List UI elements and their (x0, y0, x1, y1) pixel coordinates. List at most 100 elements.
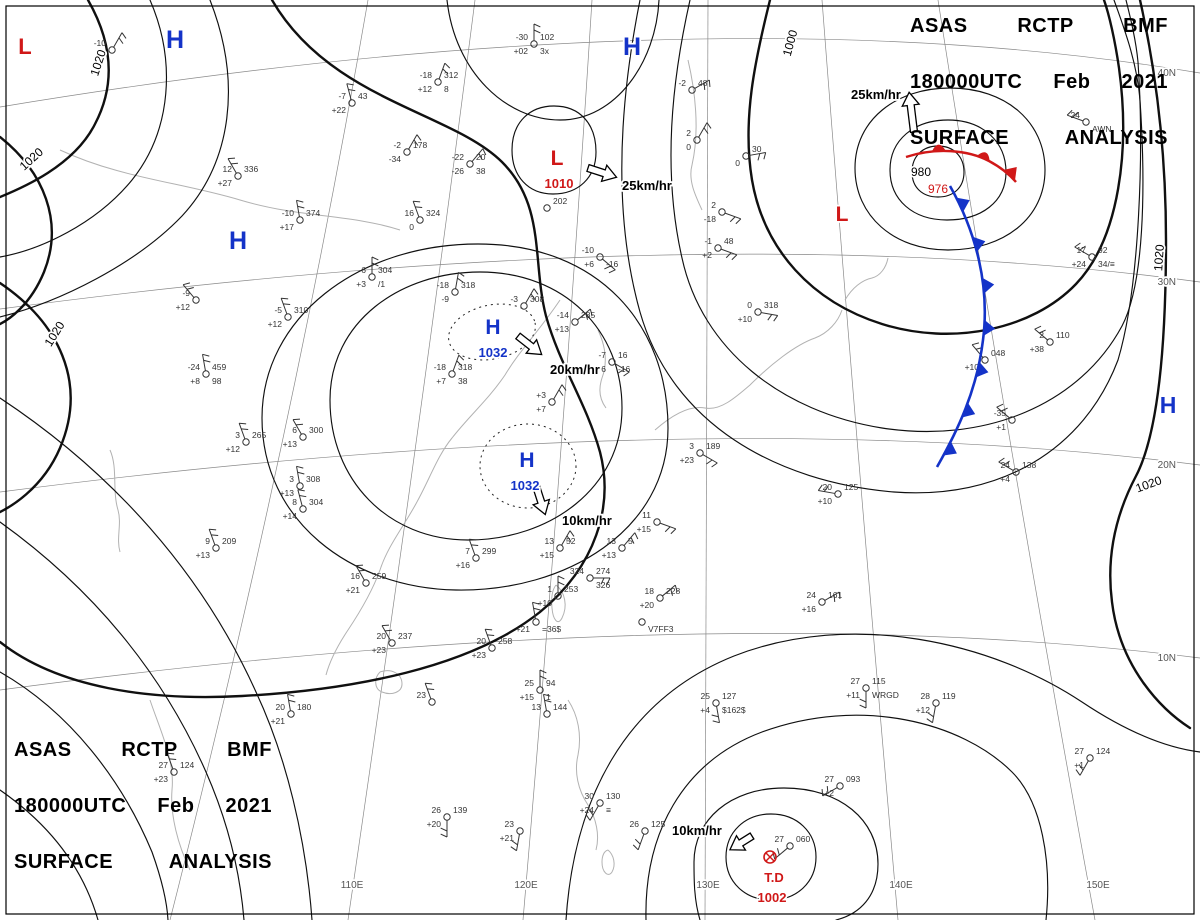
cold-front-triangle (943, 441, 957, 456)
map-label: +11 (846, 690, 860, 700)
map-label: 98 (212, 376, 222, 386)
map-label: +10 (538, 598, 553, 608)
station-plot: 23 (417, 682, 436, 706)
cold-front-triangle (983, 319, 996, 336)
coastline (325, 299, 561, 676)
map-label: +8 (190, 376, 200, 386)
coastline (149, 699, 191, 871)
front-layer (905, 144, 1017, 468)
isobar (670, 0, 1144, 432)
station-plot: 1 253 +10 (538, 575, 578, 608)
station-plot: -18 312 +12 8 (418, 62, 458, 94)
station-plot: 324 274 326 (570, 566, 611, 590)
coastline-layer (59, 59, 889, 875)
map-label: 124 (180, 760, 194, 770)
coastline (654, 309, 843, 431)
station-plot: 27 115 +11 WRGD (846, 676, 899, 709)
map-label: 300 (309, 425, 323, 435)
map-label: 1 (547, 584, 552, 594)
station-plot: 27 093 +2 (821, 774, 860, 798)
latitude-label: 30N (1158, 277, 1176, 288)
map-label: +12 (176, 302, 191, 312)
map-label: -30 (516, 32, 529, 42)
latitude-label: 10N (1158, 653, 1176, 664)
longitude-label: 110E (341, 880, 364, 891)
isobar (511, 105, 597, 195)
isobar (911, 145, 965, 198)
map-label: +10 (738, 314, 753, 324)
low-symbol: L (551, 147, 564, 170)
station-plot: 7 299 +16 (456, 538, 496, 570)
map-label: -5 (274, 305, 282, 315)
longitude-label: 120E (514, 880, 538, 891)
station-plot: 2-18 (704, 200, 742, 225)
map-label: 180 (297, 702, 311, 712)
map-label: 299 (482, 546, 496, 556)
map-label: +6 (584, 259, 594, 269)
map-label: 3 (235, 430, 240, 440)
map-label: +4 (1000, 474, 1010, 484)
map-label: -34 (389, 154, 402, 164)
map-label: 13 (545, 536, 555, 546)
map-label: +22 (332, 105, 347, 115)
map-label: 27 (851, 676, 861, 686)
station-plot: 13 52 +15 (540, 530, 576, 560)
map-label: 13 (607, 536, 617, 546)
map-label: 20 (476, 152, 486, 162)
chart-id: ASAS RCTP BMF (910, 15, 1168, 37)
map-label: /1 (378, 279, 385, 289)
map-label: 265 (252, 430, 266, 440)
map-label: 20 (276, 702, 286, 712)
isobar-value: 1000 (780, 28, 801, 58)
map-label: +23 (372, 645, 387, 655)
map-label: 3x (540, 46, 550, 56)
high-symbol: H (519, 449, 534, 472)
map-label: +12 (418, 84, 433, 94)
isobar-value: 980 (911, 165, 931, 179)
map-label: 8 (444, 84, 449, 94)
map-label: 38 (458, 376, 468, 386)
map-label: 18 (645, 586, 655, 596)
map-label: 318 (458, 362, 472, 372)
isobar (446, 0, 660, 121)
map-label: 0 (735, 158, 740, 168)
high-symbol: H (229, 227, 247, 255)
map-label: 102 (540, 32, 554, 42)
map-label: 228 (666, 586, 680, 596)
station-plot: -1 48 +2 (702, 236, 738, 261)
isobar (0, 671, 169, 920)
station-plot: 048 +10 (965, 342, 1005, 372)
isobar (854, 87, 1046, 251)
map-label: WRGD (872, 690, 899, 700)
station-plot: 24 AWN (1066, 109, 1112, 134)
map-label: -18 (437, 280, 450, 290)
station-plot: -5 310 +12 (268, 297, 308, 329)
map-label: -1 (704, 236, 712, 246)
chart-datetime: 180000UTC Feb 2021 (910, 71, 1168, 93)
map-label: +12 (226, 444, 241, 454)
station-plot: 17 92 +24 34/≡ (1072, 242, 1115, 269)
map-label: 093 (846, 774, 860, 784)
station-plot: 25 127 +4 $162$ (700, 691, 746, 724)
isobar (1109, 0, 1192, 730)
latitude-label: 40N (1158, 68, 1176, 79)
map-label: 318 (764, 300, 778, 310)
chart-title-top: ASAS RCTP BMF 180000UTC Feb 2021 SURFACE… (910, 12, 1168, 180)
map-label: 253 (564, 584, 578, 594)
map-label: 30 (585, 791, 595, 801)
map-label: 308 (530, 294, 544, 304)
map-label: 25 (525, 678, 535, 688)
station-plot: 3 265 +12 (226, 422, 266, 454)
chart-datetime: 180000UTC Feb 2021 (14, 795, 272, 817)
station-plot: 27 124 +23 (154, 752, 194, 784)
map-label: 16 (405, 208, 415, 218)
map-label: -9 (441, 294, 449, 304)
movement-speed-label: 25km/hr (851, 87, 901, 102)
map-label: AWN (1092, 124, 1112, 134)
map-label: 318 (461, 280, 475, 290)
station-plot: 13 5 +13 (602, 532, 639, 560)
coastline (844, 257, 889, 301)
map-label: +15 (637, 524, 652, 534)
isobar-value: 976 (928, 182, 948, 196)
